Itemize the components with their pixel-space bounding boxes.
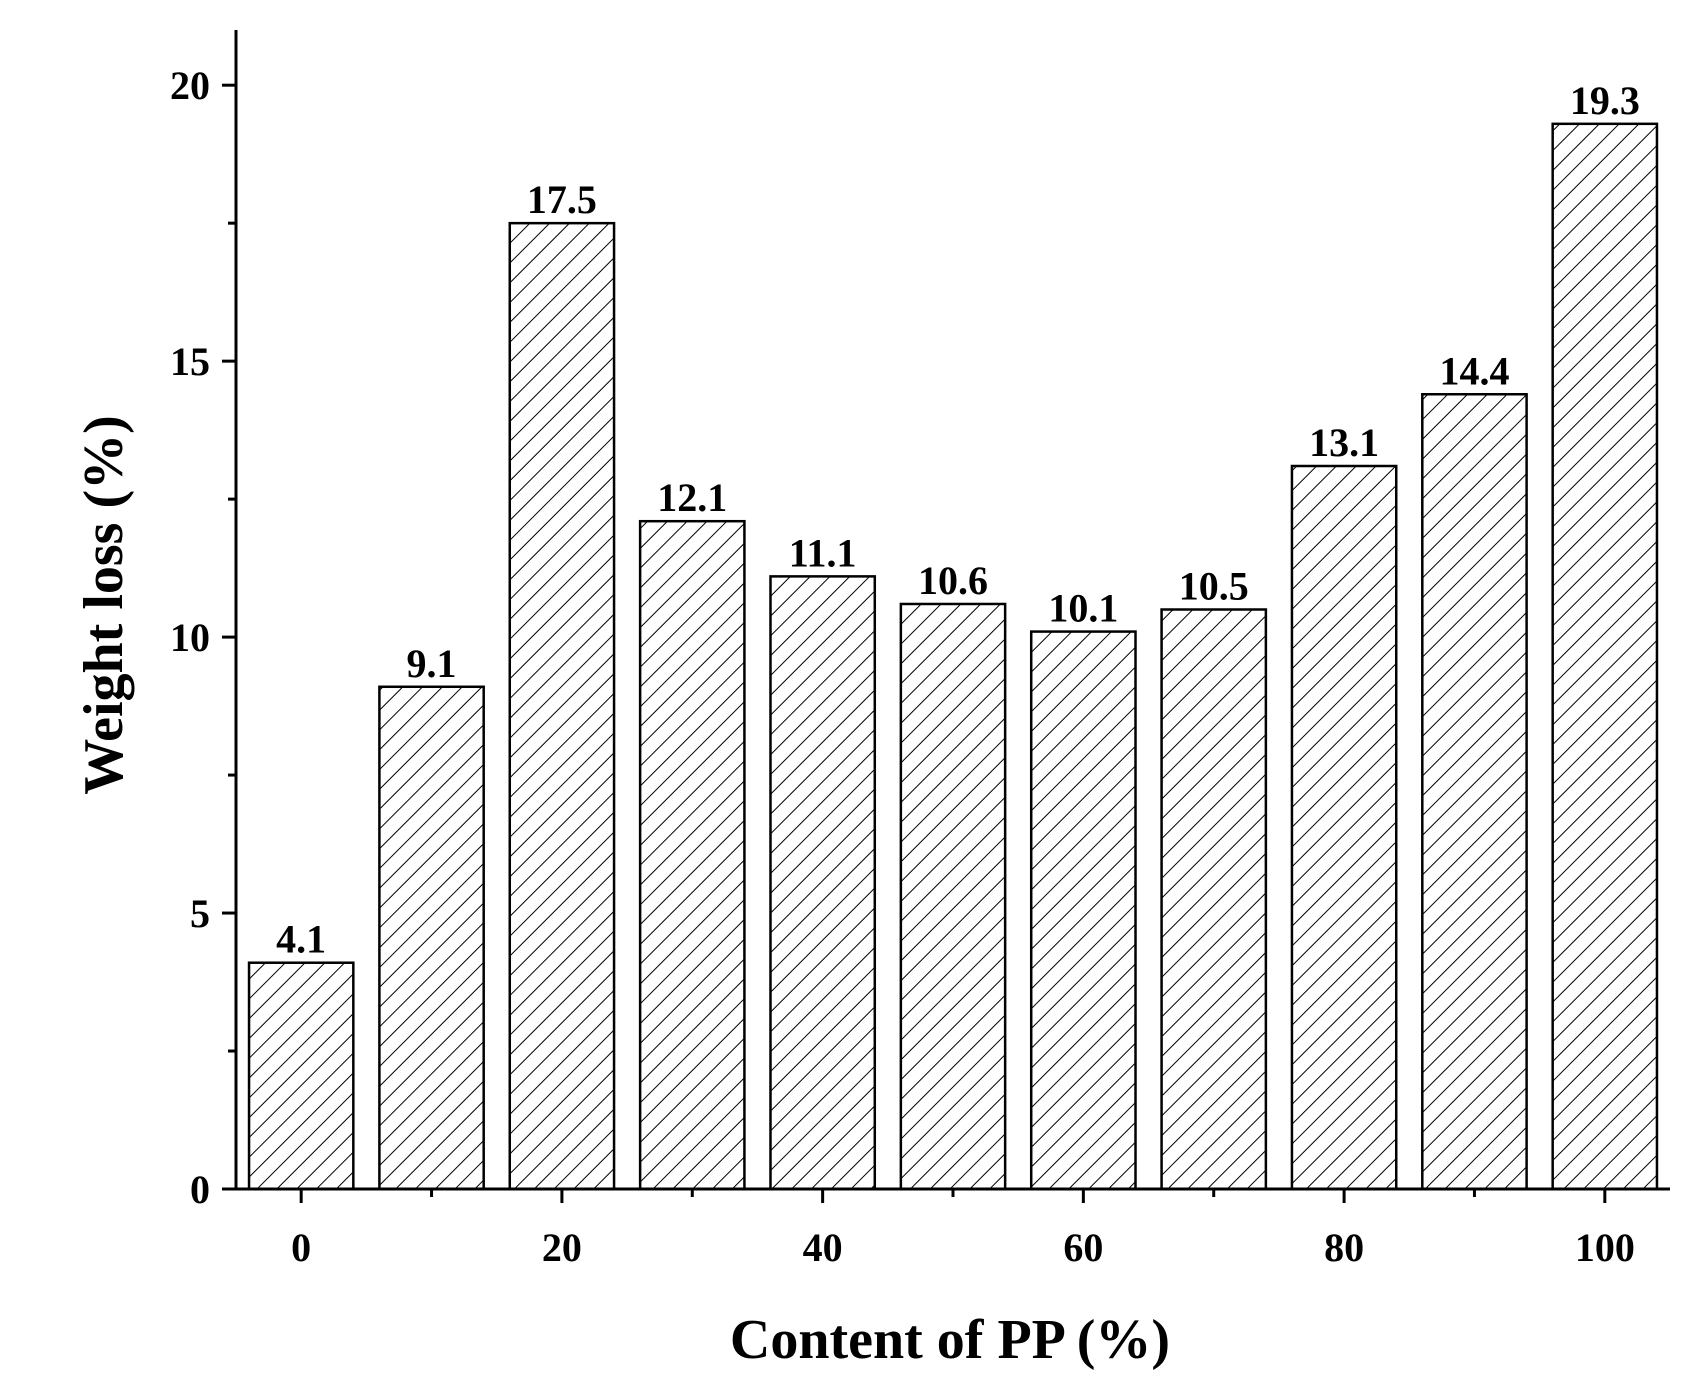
x-tick-label-20: 20 [542,1225,582,1270]
bar-30 [638,519,746,1191]
data-label-30: 12.1 [657,475,727,520]
data-label-20: 17.5 [527,177,597,222]
data-label-70: 10.5 [1179,564,1249,609]
bar-80 [1290,464,1398,1191]
bar-100 [1551,122,1659,1191]
data-label-90: 14.4 [1439,348,1509,393]
bar-50 [899,602,1007,1191]
data-label-60: 10.1 [1048,586,1118,631]
bar-60 [1029,630,1137,1191]
bar-10 [378,685,485,1191]
data-labels-layer: 4.1 9.1 17.5 12.1 11.1 10.6 10.1 10.5 13.1 14.4 19… [276,78,1640,962]
data-label-40: 11.1 [789,530,857,575]
bar-70 [1160,608,1268,1191]
data-label-10: 9.1 [407,641,457,686]
data-label-80: 13.1 [1309,420,1379,465]
x-axis-title: Content of PP (%) [730,1309,1170,1371]
data-label-100: 19.3 [1570,78,1640,123]
x-tick-label-80: 80 [1324,1225,1364,1270]
y-tick-label-5: 5 [190,891,210,936]
data-label-50: 10.6 [918,558,988,603]
y-axis-title: Weight loss (%) [73,415,135,795]
x-tick-label-0: 0 [291,1225,311,1270]
y-tick-label-0: 0 [190,1167,210,1212]
y-tick-label-10: 10 [170,615,210,660]
axes-layer: 0 5 10 15 20 0 20 40 60 80 100 [170,30,1670,1270]
x-tick-label-100: 100 [1575,1225,1635,1270]
y-tick-label-15: 15 [170,339,210,384]
bar-40 [769,575,877,1191]
y-tick-label-20: 20 [170,63,210,108]
bar-20 [508,221,616,1191]
bar-0 [247,961,355,1191]
bar-90 [1421,393,1528,1191]
x-tick-label-40: 40 [803,1225,843,1270]
x-tick-label-60: 60 [1063,1225,1103,1270]
data-label-0: 4.1 [276,917,326,962]
bars-layer [247,122,1659,1191]
